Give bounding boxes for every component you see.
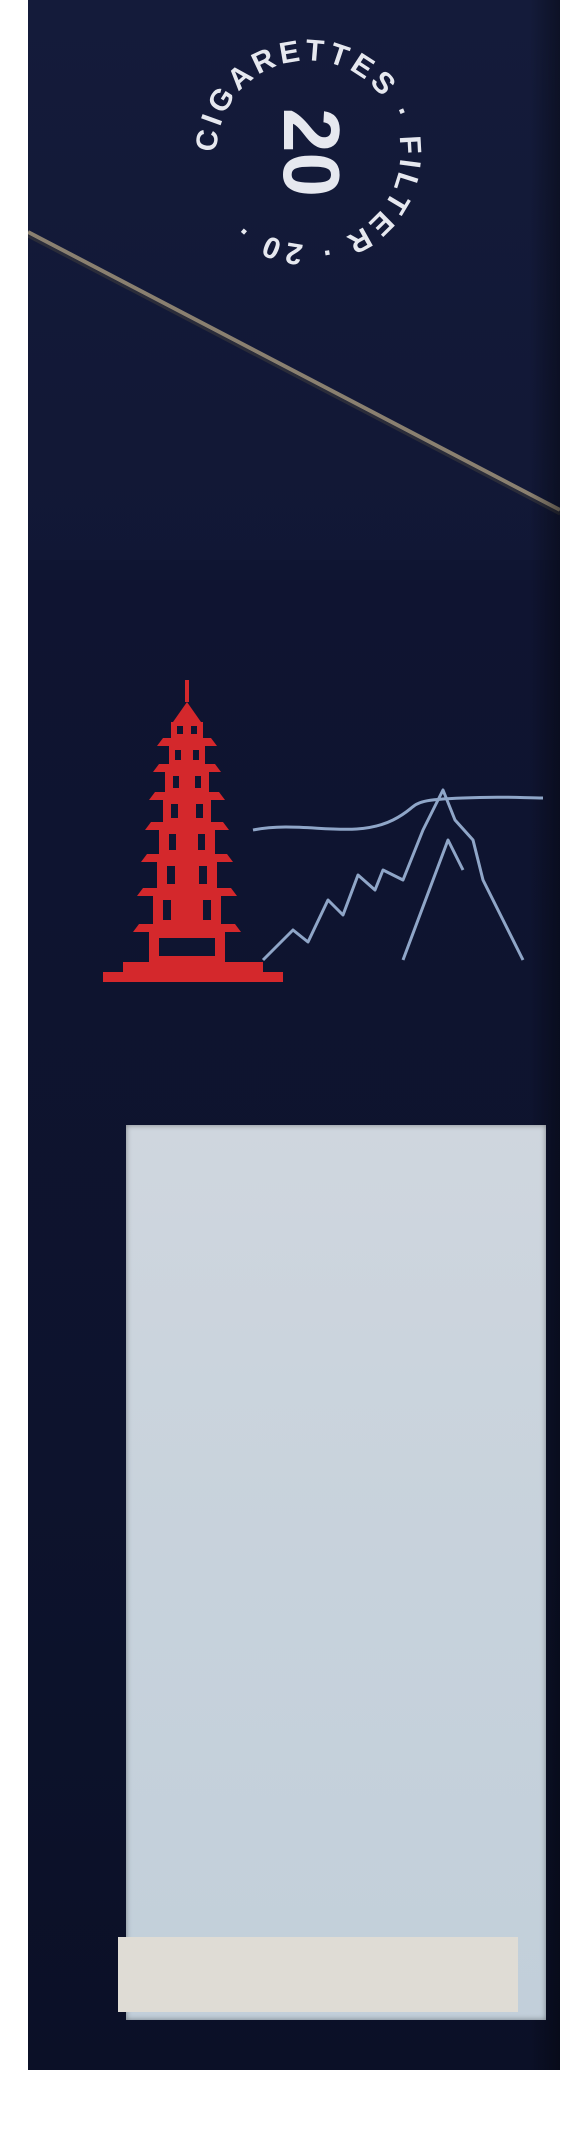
seal-badge: CIGARETTES · FILTER · 20 · 20 (190, 34, 423, 271)
pagoda-icon (103, 680, 283, 982)
lid-edge-line (28, 230, 560, 580)
label-panel (126, 1125, 546, 2020)
landscape-artwork (103, 680, 544, 982)
background-floor (0, 2070, 581, 2149)
background-edge (0, 0, 28, 2149)
mountain-range-icon (252, 788, 544, 962)
seal-count: 20 (267, 108, 356, 197)
cigarette-pack: CIGARETTES · FILTER · 20 · 20 (28, 0, 560, 2070)
pack-lid (28, 0, 560, 580)
label-strip (118, 1937, 518, 2012)
